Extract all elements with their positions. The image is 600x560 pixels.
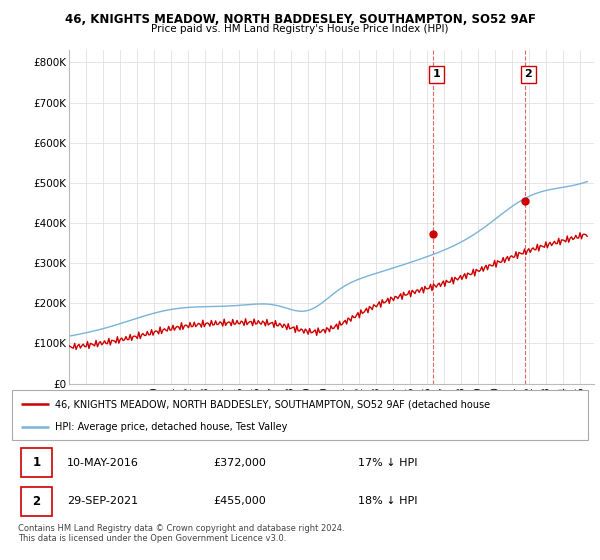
- FancyBboxPatch shape: [20, 449, 52, 477]
- Text: 1: 1: [433, 69, 440, 80]
- Text: £455,000: £455,000: [214, 496, 266, 506]
- Text: 29-SEP-2021: 29-SEP-2021: [67, 496, 138, 506]
- FancyBboxPatch shape: [20, 487, 52, 516]
- Text: 10-MAY-2016: 10-MAY-2016: [67, 458, 139, 468]
- Text: 2: 2: [524, 69, 532, 80]
- Text: 18% ↓ HPI: 18% ↓ HPI: [358, 496, 417, 506]
- Text: HPI: Average price, detached house, Test Valley: HPI: Average price, detached house, Test…: [55, 422, 287, 432]
- Text: Price paid vs. HM Land Registry's House Price Index (HPI): Price paid vs. HM Land Registry's House …: [151, 24, 449, 34]
- Text: 17% ↓ HPI: 17% ↓ HPI: [358, 458, 417, 468]
- Text: 1: 1: [32, 456, 41, 469]
- Text: 2: 2: [32, 495, 41, 508]
- Text: 46, KNIGHTS MEADOW, NORTH BADDESLEY, SOUTHAMPTON, SO52 9AF (detached house: 46, KNIGHTS MEADOW, NORTH BADDESLEY, SOU…: [55, 399, 490, 409]
- Text: £372,000: £372,000: [214, 458, 266, 468]
- Text: Contains HM Land Registry data © Crown copyright and database right 2024.
This d: Contains HM Land Registry data © Crown c…: [18, 524, 344, 543]
- Text: 46, KNIGHTS MEADOW, NORTH BADDESLEY, SOUTHAMPTON, SO52 9AF: 46, KNIGHTS MEADOW, NORTH BADDESLEY, SOU…: [65, 13, 535, 26]
